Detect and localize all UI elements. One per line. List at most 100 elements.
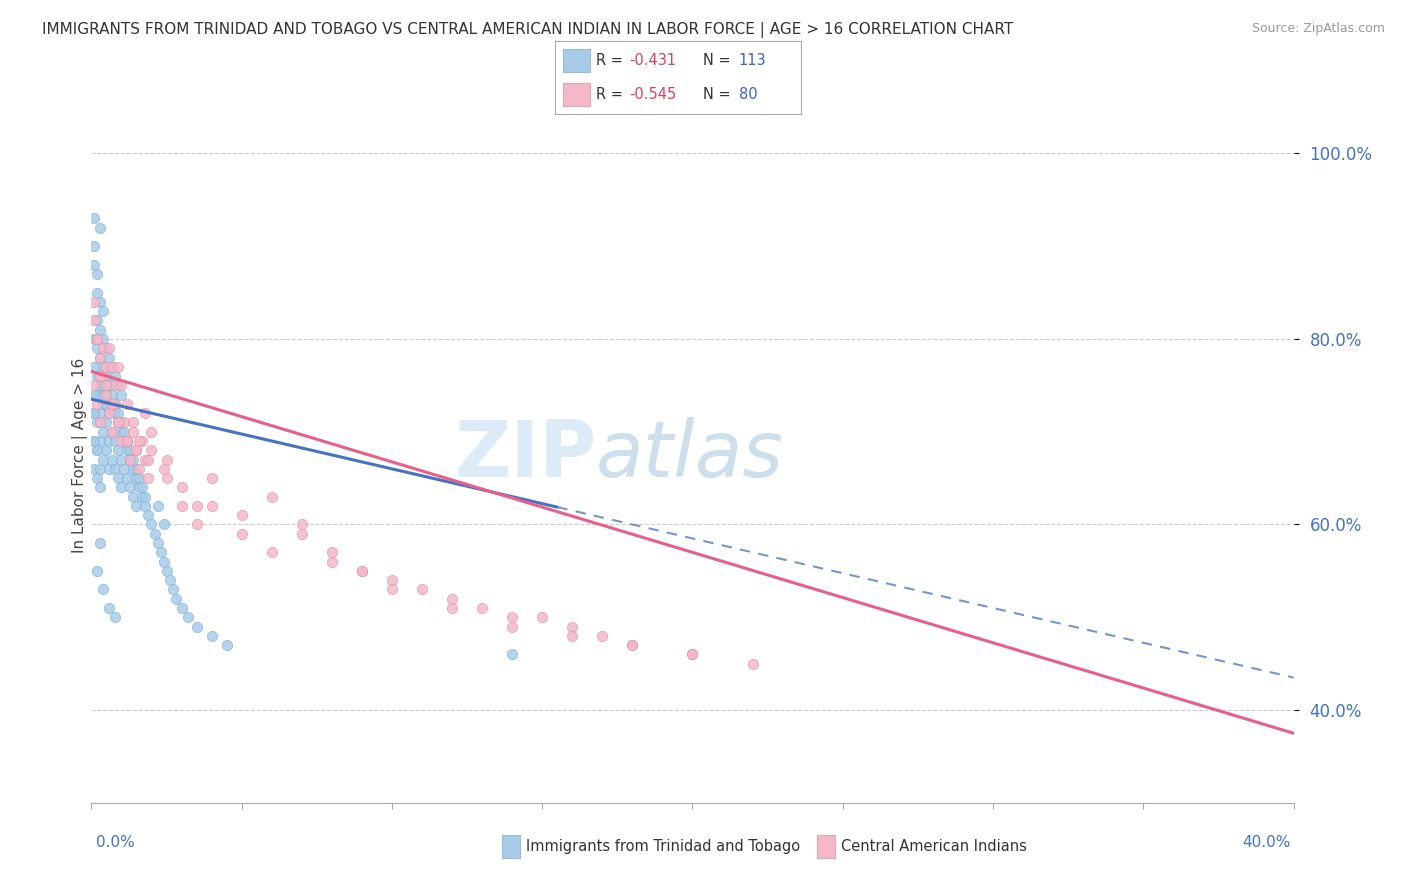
Point [86, 285, 108, 300]
Point [117, 434, 139, 448]
Point [131, 490, 153, 504]
Point [125, 471, 148, 485]
Point [83, 211, 105, 226]
Point [120, 452, 142, 467]
Point [96, 341, 118, 355]
Point [110, 434, 132, 448]
Point [201, 499, 224, 513]
Point [107, 406, 129, 420]
Point [125, 443, 148, 458]
Point [381, 573, 404, 587]
Text: -0.545: -0.545 [630, 87, 676, 102]
Point [122, 490, 145, 504]
Point [83, 332, 105, 346]
Point [89, 434, 111, 448]
Point [86, 332, 108, 346]
Point [201, 471, 224, 485]
FancyBboxPatch shape [562, 49, 591, 72]
Point [89, 480, 111, 494]
Point [89, 294, 111, 309]
Point [83, 378, 105, 392]
Point [93, 332, 115, 346]
Point [89, 220, 111, 235]
Point [117, 397, 139, 411]
Point [110, 480, 132, 494]
Point [93, 341, 115, 355]
Point [107, 443, 129, 458]
Text: 0.0%: 0.0% [96, 836, 135, 850]
Point [98, 406, 121, 420]
Point [681, 648, 703, 662]
Point [621, 638, 644, 652]
Point [98, 462, 121, 476]
Point [117, 434, 139, 448]
Point [96, 387, 118, 401]
Point [98, 341, 121, 355]
Point [321, 545, 343, 559]
Point [93, 304, 115, 318]
Point [86, 416, 108, 430]
Text: N =: N = [703, 54, 731, 69]
Point [155, 471, 177, 485]
Point [170, 480, 193, 494]
Point [141, 517, 163, 532]
Point [381, 582, 404, 597]
Point [101, 359, 124, 374]
Point [83, 294, 105, 309]
Point [86, 443, 108, 458]
Point [107, 416, 129, 430]
Point [98, 378, 121, 392]
Point [104, 462, 127, 476]
Point [83, 434, 105, 448]
Point [83, 462, 105, 476]
Point [110, 378, 132, 392]
Point [83, 434, 105, 448]
Point [471, 601, 494, 615]
Point [89, 536, 111, 550]
Point [86, 369, 108, 384]
Point [86, 397, 108, 411]
Text: atlas: atlas [596, 417, 785, 493]
Point [107, 378, 129, 392]
Point [152, 462, 174, 476]
Point [501, 619, 523, 633]
FancyBboxPatch shape [562, 83, 591, 106]
Point [96, 443, 118, 458]
Point [155, 452, 177, 467]
Point [134, 499, 156, 513]
Point [89, 378, 111, 392]
Point [186, 619, 208, 633]
Point [96, 387, 118, 401]
Point [501, 610, 523, 624]
Text: 113: 113 [738, 54, 766, 69]
Point [93, 369, 115, 384]
Point [138, 452, 160, 467]
Point [215, 638, 238, 652]
Point [86, 341, 108, 355]
Point [201, 629, 224, 643]
Point [98, 601, 121, 615]
Point [122, 462, 145, 476]
Point [128, 471, 150, 485]
Point [120, 443, 142, 458]
Point [122, 425, 145, 439]
Point [681, 648, 703, 662]
Point [561, 619, 583, 633]
Point [98, 406, 121, 420]
Point [104, 378, 127, 392]
Point [89, 378, 111, 392]
Point [96, 359, 118, 374]
Text: Source: ZipAtlas.com: Source: ZipAtlas.com [1251, 22, 1385, 36]
Point [104, 369, 127, 384]
Point [86, 443, 108, 458]
Point [101, 425, 124, 439]
Point [93, 425, 115, 439]
Point [501, 648, 523, 662]
Point [155, 564, 177, 578]
Point [107, 359, 129, 374]
Point [120, 452, 142, 467]
Point [104, 434, 127, 448]
Point [350, 564, 373, 578]
Point [321, 555, 343, 569]
Point [440, 591, 463, 606]
